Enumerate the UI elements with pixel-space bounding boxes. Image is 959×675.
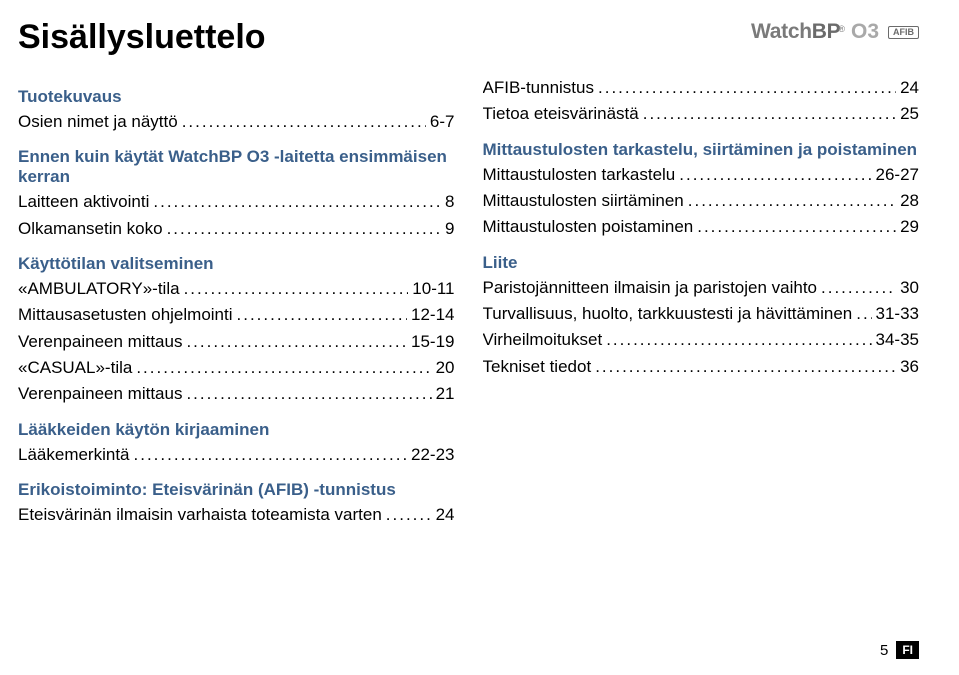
toc-item-page: 30	[900, 275, 919, 301]
toc-item-page: 10-11	[412, 276, 454, 302]
toc-section-title: Liite	[483, 253, 920, 273]
toc-item-page: 24	[900, 75, 919, 101]
toc-item: Verenpaineen mittaus 21	[18, 381, 455, 407]
toc-item-label: Lääkemerkintä	[18, 442, 130, 468]
toc-item-page: 21	[436, 381, 455, 407]
page-number: 5	[880, 642, 888, 659]
toc-section-title: Lääkkeiden käytön kirjaaminen	[18, 420, 455, 440]
toc-item: Mittausasetusten ohjelmointi 12-14	[18, 302, 455, 328]
toc-item: Osien nimet ja näyttö 6-7	[18, 109, 455, 135]
toc-item-page: 31-33	[876, 301, 919, 327]
toc-dots	[136, 355, 431, 381]
toc-item-label: Turvallisuus, huolto, tarkkuustesti ja h…	[483, 301, 853, 327]
toc-dots	[184, 276, 409, 302]
toc-item: Tietoa eteisvärinästä 25	[483, 101, 920, 127]
toc-item-page: 36	[900, 354, 919, 380]
toc-dots	[679, 162, 871, 188]
toc-dots	[606, 327, 871, 353]
toc-item-page: 25	[900, 101, 919, 127]
toc-dots	[186, 381, 431, 407]
toc-dots	[598, 75, 896, 101]
toc-item-label: Verenpaineen mittaus	[18, 381, 182, 407]
toc-item-label: Laitteen aktivointi	[18, 189, 149, 215]
toc-item: «AMBULATORY»-tila 10-11	[18, 276, 455, 302]
toc-item: Paristojännitteen ilmaisin ja paristojen…	[483, 275, 920, 301]
toc-section-title: Ennen kuin käytät WatchBP O3 -laitetta e…	[18, 147, 455, 187]
toc-column-left: TuotekuvausOsien nimet ja näyttö 6-7 Enne…	[18, 75, 455, 528]
toc-dots	[167, 216, 441, 242]
toc-item-page: 9	[445, 216, 454, 242]
toc-column-right: AFIB-tunnistus 24Tietoa eteisvärinästä 2…	[483, 75, 920, 528]
toc-item-label: Osien nimet ja näyttö	[18, 109, 178, 135]
toc-item-label: Tekniset tiedot	[483, 354, 592, 380]
toc-item-label: «AMBULATORY»-tila	[18, 276, 180, 302]
toc-item-page: 8	[445, 189, 454, 215]
toc-dots	[186, 329, 407, 355]
toc-item: «CASUAL»-tila 20	[18, 355, 455, 381]
toc-item: Virheilmoitukset 34-35	[483, 327, 920, 353]
toc-dots	[134, 442, 408, 468]
toc-item-label: «CASUAL»-tila	[18, 355, 132, 381]
toc-item-page: 34-35	[876, 327, 919, 353]
brand-afib-badge: AFIB	[888, 26, 919, 39]
toc-item-label: Verenpaineen mittaus	[18, 329, 182, 355]
toc-item-label: Mittaustulosten siirtäminen	[483, 188, 684, 214]
page-title: Sisällysluettelo	[18, 18, 266, 57]
toc-item: Mittaustulosten tarkastelu 26-27	[483, 162, 920, 188]
toc-item: Mittaustulosten poistaminen 29	[483, 214, 920, 240]
toc-item: AFIB-tunnistus 24	[483, 75, 920, 101]
toc-dots	[821, 275, 896, 301]
toc-item: Laitteen aktivointi 8	[18, 189, 455, 215]
toc-dots	[386, 502, 432, 528]
toc-dots	[697, 214, 896, 240]
toc-section-title: Mittaustulosten tarkastelu, siirtäminen …	[483, 140, 920, 160]
toc-item-page: 26-27	[876, 162, 919, 188]
footer: 5 FI	[880, 641, 919, 659]
toc-item-label: Paristojännitteen ilmaisin ja paristojen…	[483, 275, 818, 301]
toc-item-label: Tietoa eteisvärinästä	[483, 101, 639, 127]
toc-item-page: 29	[900, 214, 919, 240]
toc-item: Eteisvärinän ilmaisin varhaista toteamis…	[18, 502, 455, 528]
toc-item-page: 12-14	[411, 302, 454, 328]
toc-item: Verenpaineen mittaus 15-19	[18, 329, 455, 355]
toc-item-page: 20	[436, 355, 455, 381]
toc-item: Tekniset tiedot 36	[483, 354, 920, 380]
toc-dots	[643, 101, 896, 127]
toc-item: Olkamansetin koko 9	[18, 216, 455, 242]
toc-item-page: 28	[900, 188, 919, 214]
toc-dots	[237, 302, 408, 328]
toc-item: Mittaustulosten siirtäminen 28	[483, 188, 920, 214]
page: Sisällysluettelo WatchBP® O3 AFIB Tuotek…	[0, 0, 959, 675]
brand-watch: WatchBP®	[751, 20, 845, 44]
toc-item-page: 6-7	[430, 109, 455, 135]
toc-section-title: Erikoistoiminto: Eteisvärinän (AFIB) -tu…	[18, 480, 455, 500]
toc-columns: TuotekuvausOsien nimet ja näyttö 6-7 Enne…	[18, 75, 919, 528]
toc-item: Lääkemerkintä 22-23	[18, 442, 455, 468]
toc-dots	[688, 188, 896, 214]
toc-item-label: AFIB-tunnistus	[483, 75, 595, 101]
toc-item-label: Mittaustulosten poistaminen	[483, 214, 694, 240]
toc-item-label: Mittaustulosten tarkastelu	[483, 162, 676, 188]
toc-item-page: 15-19	[411, 329, 454, 355]
language-badge: FI	[896, 641, 919, 659]
toc-item-label: Mittausasetusten ohjelmointi	[18, 302, 233, 328]
toc-item-label: Virheilmoitukset	[483, 327, 603, 353]
brand-logo: WatchBP® O3 AFIB	[751, 20, 919, 44]
toc-item-page: 22-23	[411, 442, 454, 468]
toc-dots	[595, 354, 896, 380]
toc-section-title: Tuotekuvaus	[18, 87, 455, 107]
header-row: Sisällysluettelo WatchBP® O3 AFIB	[18, 18, 919, 75]
toc-dots	[856, 301, 871, 327]
toc-section-title: Käyttötilan valitseminen	[18, 254, 455, 274]
toc-dots	[182, 109, 426, 135]
toc-dots	[153, 189, 441, 215]
toc-item-label: Olkamansetin koko	[18, 216, 163, 242]
toc-item-label: Eteisvärinän ilmaisin varhaista toteamis…	[18, 502, 382, 528]
toc-item: Turvallisuus, huolto, tarkkuustesti ja h…	[483, 301, 920, 327]
brand-o3: O3	[851, 20, 879, 44]
toc-item-page: 24	[436, 502, 455, 528]
